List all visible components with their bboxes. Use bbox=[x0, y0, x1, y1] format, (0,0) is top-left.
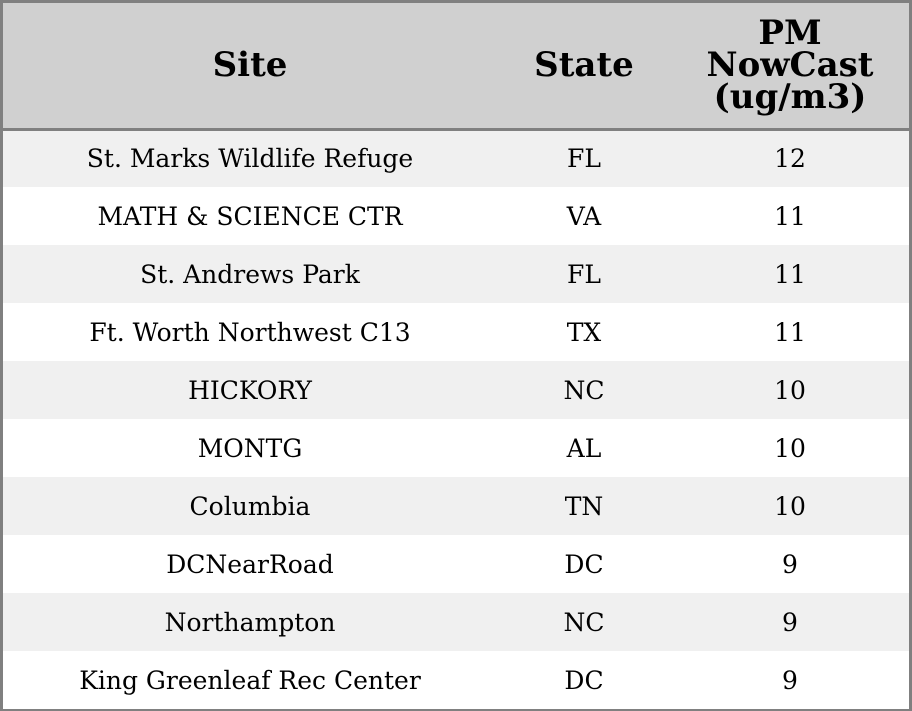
column-header-state: State bbox=[497, 3, 671, 131]
table-row: MONTG AL 10 bbox=[3, 419, 909, 477]
cell-state: FL bbox=[567, 144, 601, 174]
pm-nowcast-table: Site State PM NowCast (ug/m3) St. Marks … bbox=[3, 3, 909, 709]
table-body: St. Marks Wildlife Refuge FL 12 MATH & SCIE… bbox=[3, 129, 909, 709]
cell-pm: 9 bbox=[782, 665, 798, 695]
cell-state: TN bbox=[564, 491, 604, 521]
cell-site: St. Marks Wildlife Refuge bbox=[86, 144, 414, 174]
table-row: MATH & SCIENCE CTR VA 11 bbox=[3, 187, 909, 245]
cell-site: Columbia bbox=[189, 491, 311, 521]
table-row: DCNearRoad DC 9 bbox=[3, 535, 909, 593]
cell-pm: 11 bbox=[774, 259, 806, 289]
cell-state: NC bbox=[563, 607, 605, 637]
cell-site: MATH & SCIENCE CTR bbox=[97, 201, 403, 231]
cell-pm: 11 bbox=[774, 317, 806, 347]
table-row: Northampton NC 9 bbox=[3, 593, 909, 651]
column-header-pm-line: (ug/m3) bbox=[713, 77, 867, 118]
cell-pm: 12 bbox=[774, 144, 806, 174]
column-header-pm-line: NowCast bbox=[706, 45, 874, 86]
table-row: St. Marks Wildlife Refuge FL 12 bbox=[3, 129, 909, 187]
cell-pm: 11 bbox=[774, 201, 806, 231]
table-row: Columbia TN 10 bbox=[3, 477, 909, 535]
table-row: King Greenleaf Rec Center DC 9 bbox=[3, 651, 909, 709]
column-header-pm: PM NowCast (ug/m3) bbox=[671, 3, 909, 131]
column-header-site: Site bbox=[3, 3, 497, 131]
cell-pm: 10 bbox=[774, 375, 806, 405]
cell-pm: 10 bbox=[774, 433, 806, 463]
cell-state: VA bbox=[566, 201, 602, 231]
cell-pm: 9 bbox=[782, 607, 798, 637]
cell-site: St. Andrews Park bbox=[140, 259, 360, 289]
cell-state: TX bbox=[566, 317, 602, 347]
cell-state: DC bbox=[564, 549, 604, 579]
cell-state: NC bbox=[563, 375, 605, 405]
header-row: Site State PM NowCast (ug/m3) bbox=[3, 3, 909, 131]
cell-site: DCNearRoad bbox=[166, 549, 334, 579]
table-row: Ft. Worth Northwest C13 TX 11 bbox=[3, 303, 909, 361]
cell-state: FL bbox=[567, 259, 601, 289]
column-header-pm-line: PM bbox=[758, 13, 822, 54]
table-row: HICKORY NC 10 bbox=[3, 361, 909, 419]
cell-pm: 10 bbox=[774, 491, 806, 521]
table-row: St. Andrews Park FL 11 bbox=[3, 245, 909, 303]
cell-site: Northampton bbox=[164, 607, 336, 637]
cell-state: DC bbox=[564, 665, 604, 695]
cell-site: King Greenleaf Rec Center bbox=[79, 665, 421, 695]
table-header: Site State PM NowCast (ug/m3) bbox=[3, 3, 909, 131]
cell-pm: 9 bbox=[782, 549, 798, 579]
cell-site: HICKORY bbox=[188, 375, 312, 405]
cell-site: Ft. Worth Northwest C13 bbox=[89, 317, 411, 347]
cell-site: MONTG bbox=[197, 433, 303, 463]
cell-state: AL bbox=[566, 433, 602, 463]
